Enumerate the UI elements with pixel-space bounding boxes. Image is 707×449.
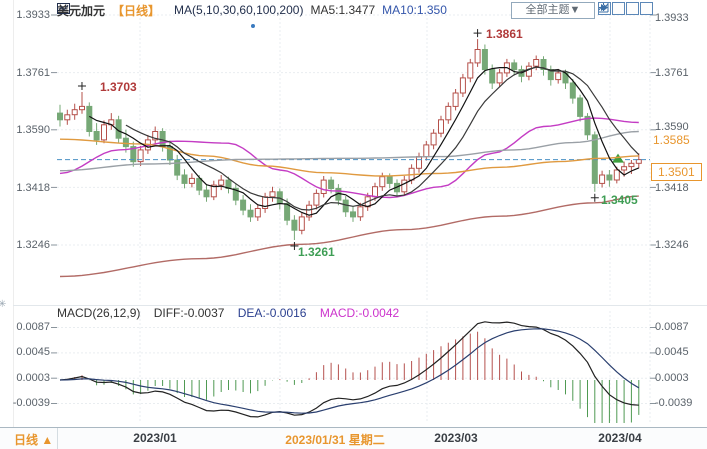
macd-dea-value: DEA:-0.0016 xyxy=(237,306,307,320)
chart-window-icon[interactable] xyxy=(598,2,625,15)
time-tick-jan: 2023/01 xyxy=(133,431,177,445)
macd-tick-right-4: -0.0039 xyxy=(655,397,693,409)
time-tick-apr: 2023/04 xyxy=(598,431,642,445)
macd-title[interactable]: MACD(26,12,9) xyxy=(57,306,141,320)
theme-dropdown[interactable]: 全部主题▼ xyxy=(511,2,595,19)
annotation-recent-low: 1.3405 xyxy=(601,193,638,207)
chart-header: 美元加元 【日线】 MA(5,10,30,60,100,200) MA5:1.3… xyxy=(57,2,447,18)
macd-diff-value: DIFF:-0.0037 xyxy=(153,306,225,320)
macd-tick-right-3: 0.0003 xyxy=(655,372,689,384)
macd-tick-right-1: 0.0087 xyxy=(655,321,689,333)
macd-tick-left-2: 0.0045 xyxy=(16,346,50,358)
price-tick-left-2: 1.3761 xyxy=(16,67,50,79)
chart-toolbar xyxy=(598,2,653,15)
last-price-badge: 1.3501 xyxy=(651,163,702,181)
macd-tick-left-4: -0.0039 xyxy=(12,397,50,409)
macd-tick-left-1: 0.0087 xyxy=(16,321,50,333)
macd-legend: MACD(26,12,9) DIFF:-0.0037 DEA:-0.0016 M… xyxy=(57,306,409,320)
macd-bar-value: MACD:-0.0042 xyxy=(319,306,400,320)
panel-resize-handle[interactable]: ✳ xyxy=(0,299,7,310)
price-tick-left-5: 1.3246 xyxy=(16,239,50,251)
ma-settings-label[interactable]: MA(5,10,30,60,100,200) xyxy=(174,3,304,17)
ma10-value: MA10:1.350 xyxy=(382,3,447,17)
price-tick-right-5: 1.3246 xyxy=(655,239,689,251)
blue-dot-marker xyxy=(251,24,255,28)
price-tick-right-3: 1.3590 xyxy=(655,121,689,133)
ma-value-axis-label: 1.3585 xyxy=(653,133,690,147)
footer-divider xyxy=(57,428,58,449)
price-tick-right-1: 1.3933 xyxy=(655,12,689,24)
price-tick-left-1: 1.3933 xyxy=(16,9,50,21)
annotation-major-low: 1.3261 xyxy=(298,245,335,259)
play-forward-icon[interactable] xyxy=(601,2,639,15)
ma5-value: MA5:1.3477 xyxy=(310,3,376,17)
panel-divider xyxy=(13,305,707,306)
price-tick-left-4: 1.3418 xyxy=(16,182,50,194)
macd-tick-right-2: 0.0045 xyxy=(655,346,689,358)
annotation-peak-high: 1.3861 xyxy=(486,27,523,41)
price-tick-left-3: 1.3590 xyxy=(16,124,50,136)
time-tick-selected: 2023/01/31 星期二 xyxy=(285,433,385,447)
time-axis-bar: 日线 ▲ 2023/01 2023/01/31 星期二 2023/03 2023… xyxy=(0,427,707,449)
annotation-early-high: 1.3703 xyxy=(100,80,137,94)
price-tick-right-2: 1.3761 xyxy=(655,67,689,79)
time-tick-mar: 2023/03 xyxy=(434,431,478,445)
left-gutter-divider xyxy=(13,0,14,427)
macd-tick-left-3: 0.0003 xyxy=(16,372,50,384)
move-right-icon[interactable] xyxy=(599,2,653,15)
price-tick-right-4: 1.3418 xyxy=(655,182,689,194)
period-tag: 【日线】 xyxy=(112,3,161,18)
period-selector[interactable]: 日线 ▲ xyxy=(14,433,54,447)
